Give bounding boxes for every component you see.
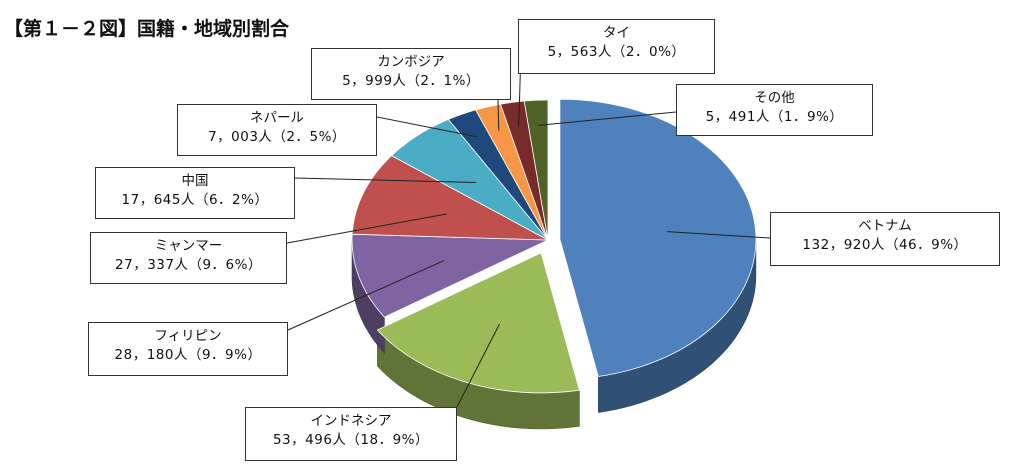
label-box-other: その他 5，491人（1．9%）: [676, 84, 873, 136]
label-value-vietnam: 132，920人（46．9%）: [802, 237, 968, 253]
label-name-cambodia: カンボジア: [377, 54, 445, 70]
label-box-thailand: タイ 5，563人（2．0%）: [518, 19, 715, 74]
label-value-indonesia: 53，496人（18．9%）: [272, 432, 430, 448]
label-name-myanmar: ミャンマー: [154, 238, 223, 254]
leader-line-other: [538, 111, 677, 126]
pie-slice-other: [523, 99, 549, 241]
label-name-philippines: フィリピン: [154, 328, 222, 344]
label-name-china: 中国: [181, 173, 209, 189]
label-name-indonesia: インドネシア: [310, 413, 392, 429]
label-box-vietnam: ベトナム 132，920人（46．9%）: [770, 212, 1000, 266]
pie-slice-philippines: [351, 233, 549, 318]
label-value-other: 5，491人（1．9%）: [705, 109, 844, 125]
label-name-thailand: タイ: [603, 25, 630, 41]
leader-line-vietnam: [667, 231, 771, 239]
label-box-nepal: ネパール 7，003人（2．5%）: [177, 104, 377, 156]
label-value-philippines: 28，180人（9．9%）: [114, 347, 262, 363]
label-value-thailand: 5，563人（2．0%）: [547, 44, 686, 60]
label-name-other: その他: [754, 90, 795, 106]
label-name-nepal: ネパール: [250, 110, 304, 126]
label-box-indonesia: インドネシア 53，496人（18．9%）: [245, 407, 457, 461]
label-box-philippines: フィリピン 28，180人（9．9%）: [88, 322, 288, 376]
label-box-china: 中国 17，645人（6．2%）: [95, 167, 295, 219]
leader-line-china: [294, 177, 477, 183]
pie-slice-indonesia: [376, 252, 580, 394]
pie-slice-myanmar: [351, 155, 549, 241]
chart-title: 【第１－２図】国籍・地域別割合: [4, 18, 290, 40]
leader-line-nepal: [376, 116, 478, 138]
label-value-myanmar: 27，337人（9．6%）: [115, 257, 262, 273]
pie-slice-vietnam: [559, 98, 757, 377]
leader-line-philippines: [287, 260, 445, 331]
label-box-myanmar: ミャンマー 27，337人（9．6%）: [90, 232, 287, 284]
label-value-nepal: 7，003人（2．5%）: [208, 129, 346, 145]
leader-line-myanmar: [286, 213, 447, 244]
label-name-vietnam: ベトナム: [858, 218, 912, 234]
leader-line-cambodia: [497, 99, 500, 131]
label-value-china: 17，645人（6．2%）: [121, 192, 269, 208]
label-value-cambodia: 5，999人（2．1%）: [342, 73, 480, 89]
label-box-cambodia: カンボジア 5，999人（2．1%）: [311, 48, 511, 100]
leader-line-indonesia: [456, 323, 500, 408]
